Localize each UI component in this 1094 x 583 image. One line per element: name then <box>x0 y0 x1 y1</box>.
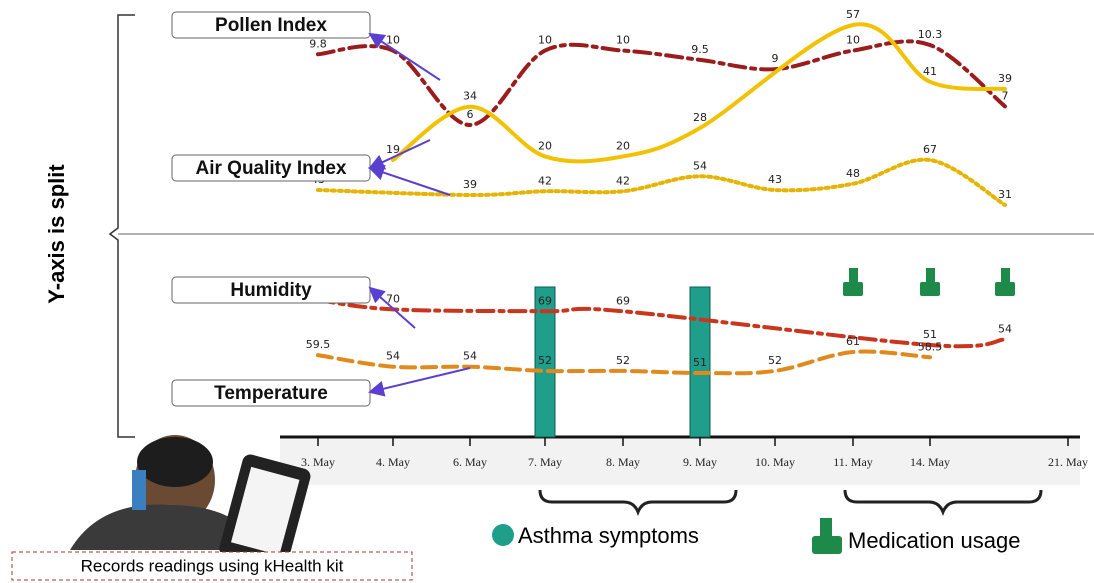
medication-icon <box>843 268 863 296</box>
split-bracket <box>108 14 135 438</box>
value-label: 34 <box>463 90 477 103</box>
series-line <box>316 298 1007 349</box>
arrow <box>368 367 471 397</box>
value-label: 10 <box>538 34 552 47</box>
medication-legend-icon <box>812 518 842 554</box>
value-label: 54 <box>386 350 400 363</box>
value-label: 10 <box>616 34 630 47</box>
x-tick-label: 6. May <box>453 455 487 469</box>
value-label: 69 <box>616 294 630 307</box>
x-tick-label: 9. May <box>683 455 717 469</box>
value-label: 10 <box>846 34 860 47</box>
asthma-legend-icon <box>492 524 514 546</box>
value-label: 52 <box>538 354 552 367</box>
series-line <box>316 349 932 376</box>
value-label: 48 <box>846 167 860 180</box>
series-line <box>316 157 1007 207</box>
arrow <box>368 286 416 329</box>
value-label: 58.5 <box>918 340 943 353</box>
value-label: 9.8 <box>309 37 327 50</box>
value-label: 31 <box>998 188 1012 201</box>
x-tick-label: 3. May <box>301 455 335 469</box>
inhaler-body <box>920 282 940 296</box>
brace <box>843 489 1043 517</box>
inhaler-body <box>843 282 863 296</box>
series-label: Air Quality Index <box>196 158 347 179</box>
series-label: Pollen Index <box>215 15 327 36</box>
value-label: 20 <box>538 139 552 152</box>
value-label: 20 <box>616 139 630 152</box>
value-label: 57 <box>846 8 860 21</box>
caption: Records readings using kHealth kit <box>81 556 344 575</box>
value-label: 10 <box>386 34 400 47</box>
value-label: 70 <box>386 292 400 305</box>
arrow <box>368 139 431 170</box>
value-label: 9.5 <box>691 43 709 56</box>
series-label: Humidity <box>230 280 312 301</box>
arrow <box>368 164 451 196</box>
value-label: 43 <box>768 173 782 186</box>
series-line <box>391 22 1007 164</box>
legend-label: Medication usage <box>848 528 1020 553</box>
brace <box>538 489 738 517</box>
value-label: 19 <box>386 143 400 156</box>
x-tick-label: 11. May <box>833 455 873 469</box>
value-label: 54 <box>998 322 1012 335</box>
medication-icon <box>995 268 1015 296</box>
illustration <box>70 435 311 571</box>
value-label: 41 <box>923 65 937 78</box>
value-label: 28 <box>693 111 707 124</box>
split-note: Y-axis is split <box>44 164 69 304</box>
value-label: 9 <box>772 52 779 65</box>
legend-label: Asthma symptoms <box>518 523 699 548</box>
inhaler-top <box>926 268 935 284</box>
value-label: 39 <box>463 178 477 191</box>
x-tick-label: 21. May <box>1048 455 1088 469</box>
value-label: 59.5 <box>306 338 331 351</box>
medication-icon <box>920 268 940 296</box>
value-label: 39 <box>998 72 1012 85</box>
inhaler-top <box>849 268 858 284</box>
value-label: 54 <box>693 159 707 172</box>
value-label: 6 <box>467 108 474 121</box>
value-label: 52 <box>768 354 782 367</box>
value-label: 69 <box>538 294 552 307</box>
x-tick-label: 14. May <box>910 455 950 469</box>
value-label: 52 <box>616 354 630 367</box>
label-box <box>171 11 371 39</box>
x-axis-band <box>280 439 1080 485</box>
value-label: 51 <box>923 328 937 341</box>
value-label: 67 <box>923 143 937 156</box>
arrow <box>368 32 441 81</box>
value-label: 42 <box>538 174 552 187</box>
value-label: 10.3 <box>918 28 943 41</box>
x-tick-label: 8. May <box>606 455 640 469</box>
value-label: 51 <box>693 356 707 369</box>
inhaler-body <box>995 282 1015 296</box>
value-label: 7 <box>1002 89 1009 102</box>
inhaler-top <box>1001 268 1010 284</box>
x-tick-label: 4. May <box>376 455 410 469</box>
value-label: 42 <box>616 174 630 187</box>
series-label: Temperature <box>214 383 328 404</box>
x-tick-label: 7. May <box>528 455 562 469</box>
x-tick-label: 10. May <box>755 455 795 469</box>
value-label: 61 <box>846 335 860 348</box>
caption-box <box>11 551 413 581</box>
value-label: 54 <box>463 350 477 363</box>
